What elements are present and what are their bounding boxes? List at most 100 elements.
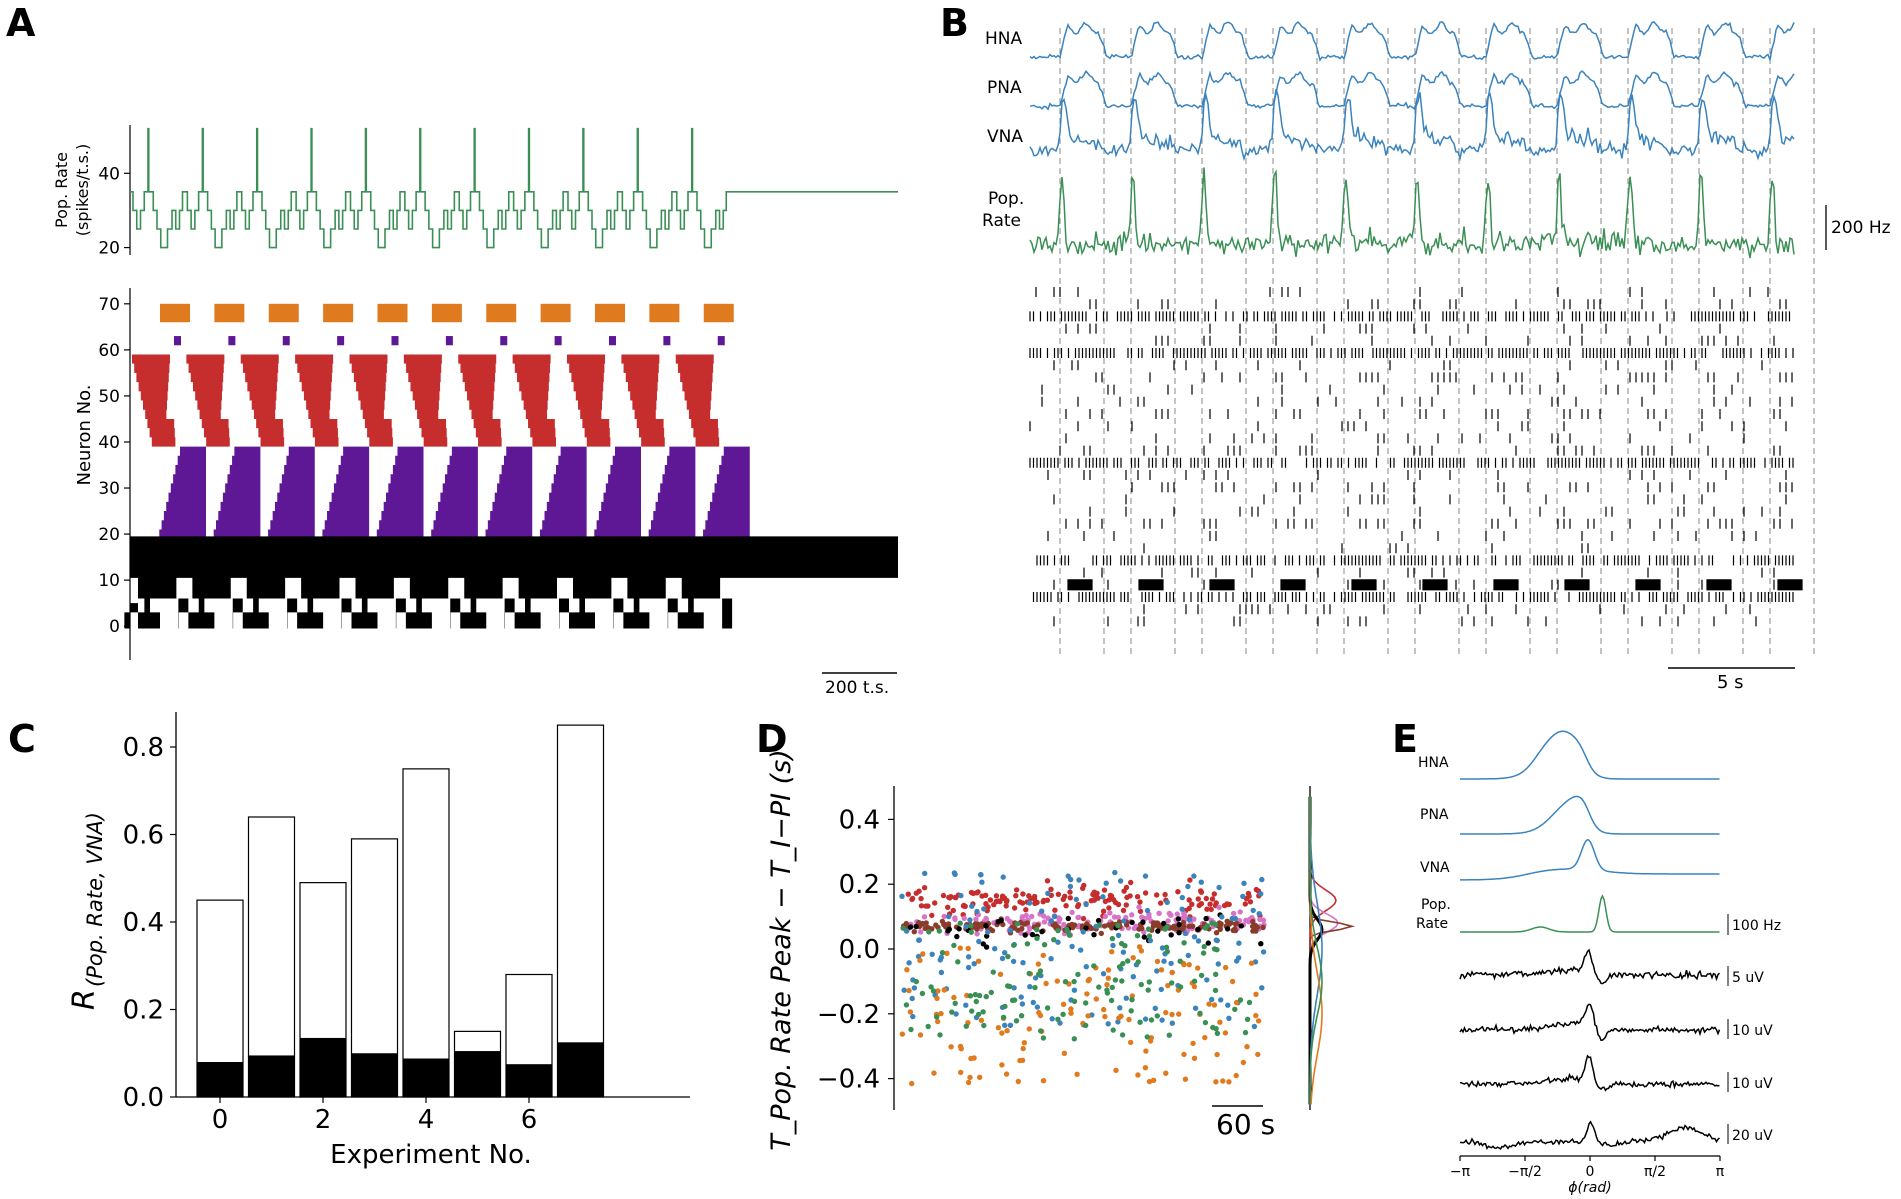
d-point-blue-39 (1240, 893, 1246, 900)
d-point-green-4 (1212, 987, 1219, 994)
d-point-blue-20 (969, 903, 975, 909)
d-point-blue-149 (1191, 873, 1197, 879)
a-raster-purple-4 (376, 446, 424, 539)
d-point-green-125 (1244, 1016, 1251, 1022)
d-point-blue-24 (1204, 977, 1210, 983)
a-raster-orange-0 (160, 303, 190, 323)
d-point-brown-106 (976, 922, 982, 929)
d-point-orange-25 (1163, 1070, 1169, 1076)
d-point-orange-95 (1191, 1055, 1198, 1062)
d-point-orange-55 (1211, 1002, 1218, 1008)
d-point-pink-67 (1027, 925, 1033, 932)
d-point-red-29 (1044, 878, 1051, 884)
d-point-orange-44 (1169, 969, 1175, 976)
d-point-red-53 (918, 903, 925, 909)
d-point-orange-50 (1085, 978, 1092, 984)
b-trace-hna (1029, 20, 1795, 63)
d-point-orange-29 (1135, 1072, 1141, 1078)
d-point-pink-18 (1069, 909, 1075, 916)
panel-label-b: B (940, 1, 969, 45)
d-series-green (900, 920, 1253, 1042)
d-point-green-129 (972, 991, 979, 998)
d-point-green-78 (1197, 1010, 1203, 1016)
c-bar-shuffled-7 (557, 1042, 604, 1097)
d-point-orange-66 (1004, 1028, 1010, 1034)
d-point-blue-46 (999, 955, 1006, 962)
a-rate-ytick-label-1: 40 (98, 164, 120, 184)
d-point-pink-26 (1230, 910, 1237, 917)
d-series-orange (899, 944, 1262, 1087)
a-raster-purple-1 (213, 446, 261, 539)
d-point-green-49 (1116, 964, 1123, 970)
d-point-red-22 (1203, 895, 1210, 902)
d-point-green-3 (990, 969, 996, 975)
d-point-orange-82 (1150, 1077, 1157, 1084)
d-point-brown-127 (1253, 924, 1259, 930)
b-raster-row-22 (1036, 555, 1794, 566)
d-point-red-59 (1011, 905, 1018, 911)
d-point-green-32 (1177, 984, 1184, 990)
d-point-black-27 (984, 933, 990, 939)
b-time-scalebar-label: 5 s (1717, 672, 1744, 693)
d-point-blue-22 (1020, 960, 1026, 966)
d-point-orange-58 (965, 945, 971, 952)
d-point-brown-136 (1109, 925, 1115, 931)
e-xlabel: ϕ(rad) (1568, 1180, 1611, 1196)
b-raster-row-26 (1143, 604, 1751, 615)
d-point-green-107 (1005, 983, 1011, 989)
d-point-red-17 (932, 900, 938, 906)
d-point-red-83 (1195, 896, 1202, 902)
d-point-green-115 (1037, 968, 1044, 974)
d-point-blue-2 (1154, 968, 1160, 974)
d-point-green-72 (1110, 1027, 1116, 1033)
d-point-green-98 (1014, 921, 1020, 927)
d-point-green-105 (1071, 1036, 1078, 1042)
d-point-blue-50 (1251, 1023, 1258, 1030)
d-point-blue-67 (1192, 1005, 1199, 1011)
d-point-red-100 (1253, 886, 1260, 893)
d-point-red-120 (1095, 895, 1101, 901)
d-point-red-143 (1224, 901, 1230, 907)
d-point-green-83 (1083, 1022, 1089, 1029)
a-time-scalebar-label: 200 t.s. (825, 678, 889, 698)
a-raster-purple-7 (539, 446, 587, 539)
d-point-blue-95 (974, 908, 980, 915)
d-point-brown-116 (1024, 920, 1031, 926)
a-raster-ytick-label-2: 20 (98, 525, 120, 545)
d-point-green-63 (1032, 984, 1038, 991)
d-point-blue-40 (967, 917, 973, 923)
d-point-black-13 (1176, 930, 1182, 936)
b-raster-row-7 (1095, 372, 1793, 383)
d-point-orange-109 (1186, 962, 1192, 968)
a-raster-red-3 (295, 354, 339, 447)
a-raster-purple-8 (594, 446, 641, 539)
b-trace-vna (1029, 88, 1795, 162)
d-point-brown-28 (1232, 927, 1239, 934)
d-point-brown-59 (1234, 920, 1240, 927)
d-point-orange-41 (1130, 955, 1136, 961)
d-point-blue-111 (1032, 975, 1039, 981)
a-raster-purple-0 (159, 446, 206, 539)
d-point-blue-60 (1121, 918, 1127, 924)
d-point-blue-91 (1159, 945, 1166, 951)
d-point-green-70 (1128, 1008, 1134, 1014)
d-point-orange-43 (917, 1032, 924, 1038)
e-trace-hna (1460, 730, 1720, 780)
d-point-brown-17 (1180, 919, 1187, 926)
d-point-black-34 (995, 919, 1001, 925)
e-xtick-label-0: −π (1450, 1164, 1471, 1180)
a-raster-purple-small-5 (445, 336, 453, 346)
d-point-black-32 (1083, 925, 1089, 931)
e-trace-lfp-1 (1459, 1003, 1721, 1041)
d-point-green-69 (963, 1023, 969, 1029)
d-point-pink-5 (921, 914, 928, 920)
a-raster-red-5 (403, 354, 448, 447)
d-point-brown-36 (1213, 930, 1220, 936)
d-point-blue-14 (1164, 899, 1170, 905)
d-point-green-113 (1051, 937, 1057, 943)
d-point-red-101 (1247, 899, 1254, 905)
d-point-red-71 (1123, 902, 1130, 908)
d-point-orange-60 (1163, 1009, 1169, 1016)
d-point-pink-121 (1061, 921, 1067, 928)
d-point-blue-107 (1219, 914, 1225, 920)
